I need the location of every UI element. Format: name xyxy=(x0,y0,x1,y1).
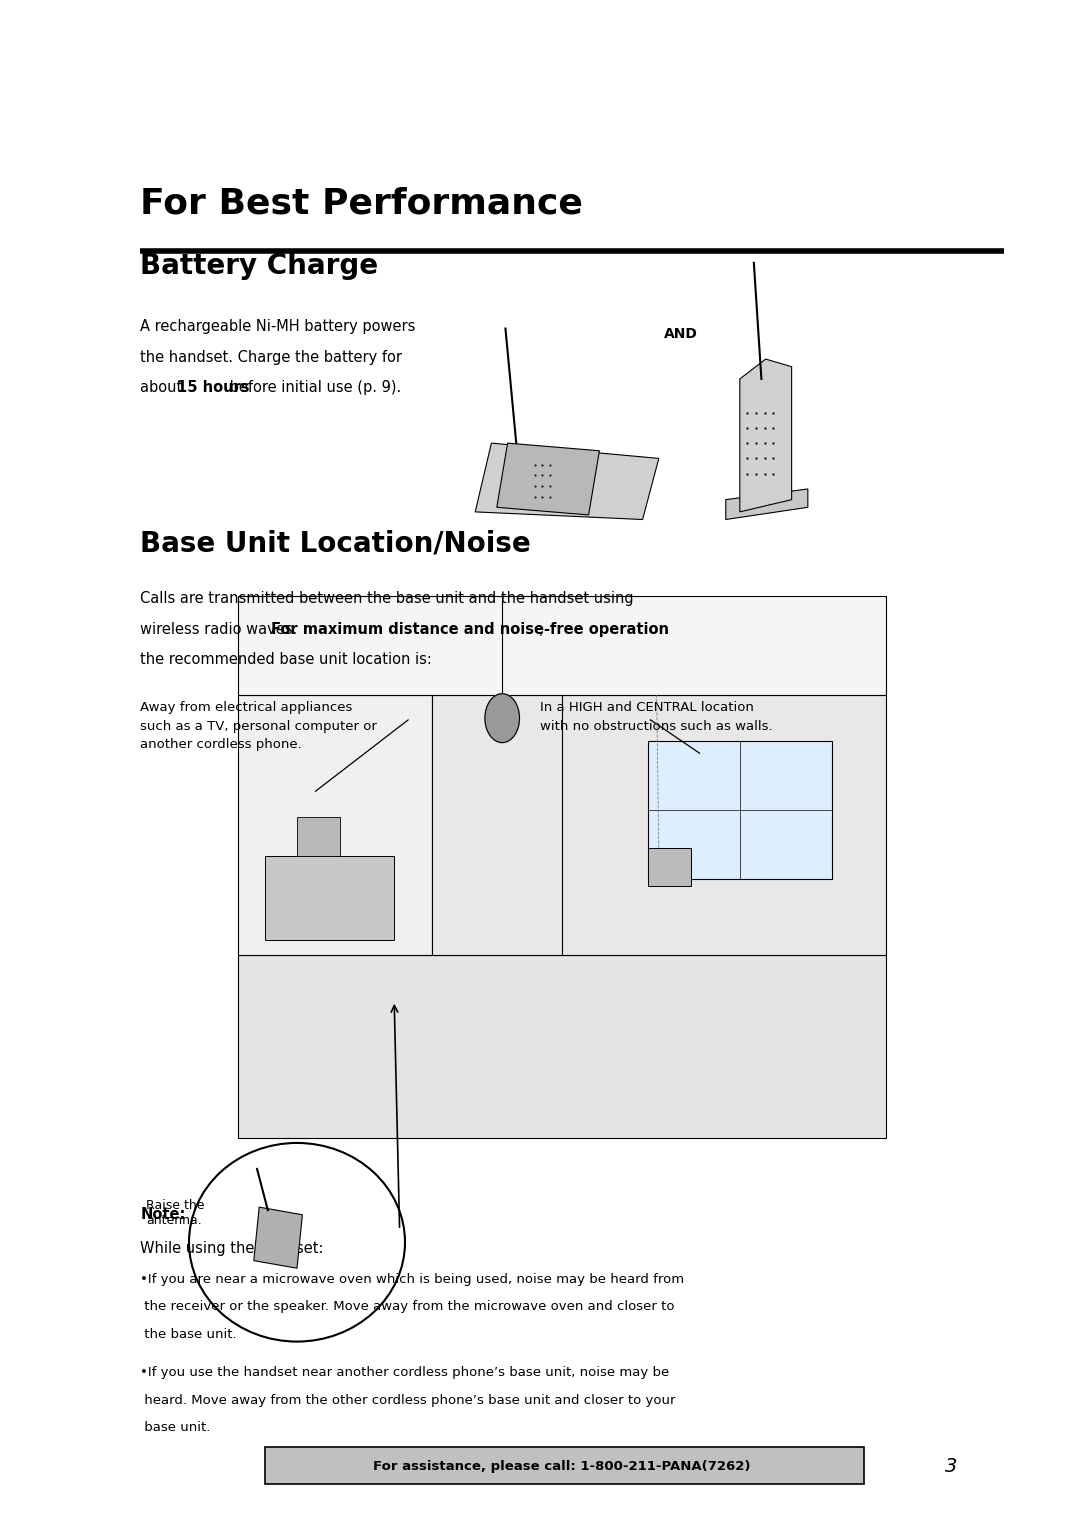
Text: •If you are near a microwave oven which is being used, noise may be heard from: •If you are near a microwave oven which … xyxy=(140,1273,685,1287)
Text: the handset. Charge the battery for: the handset. Charge the battery for xyxy=(140,350,403,365)
Text: before initial use (p. 9).: before initial use (p. 9). xyxy=(225,380,402,396)
Text: the base unit.: the base unit. xyxy=(140,1328,237,1342)
Text: the receiver or the speaker. Move away from the microwave oven and closer to: the receiver or the speaker. Move away f… xyxy=(140,1300,675,1314)
Text: A rechargeable Ni-MH battery powers: A rechargeable Ni-MH battery powers xyxy=(140,319,416,335)
Text: 15 hours: 15 hours xyxy=(177,380,249,396)
Text: 3: 3 xyxy=(945,1458,957,1476)
Text: Base Unit Location/Noise: Base Unit Location/Noise xyxy=(140,530,531,558)
Polygon shape xyxy=(475,443,659,520)
Polygon shape xyxy=(497,443,599,515)
Text: In a HIGH and CENTRAL location
with no obstructions such as walls.: In a HIGH and CENTRAL location with no o… xyxy=(540,701,772,733)
Text: Raise the
antenna.: Raise the antenna. xyxy=(146,1199,204,1227)
Text: Note:: Note: xyxy=(140,1207,186,1222)
Polygon shape xyxy=(648,741,832,879)
Text: wireless radio waves.: wireless radio waves. xyxy=(140,622,302,637)
Polygon shape xyxy=(432,695,886,955)
Text: For assistance, please call: 1-800-211-PANA(7262): For assistance, please call: 1-800-211-P… xyxy=(373,1461,751,1473)
Polygon shape xyxy=(238,596,886,695)
Text: Battery Charge: Battery Charge xyxy=(140,252,378,280)
Polygon shape xyxy=(238,695,432,955)
Text: Away from electrical appliances
such as a TV, personal computer or
another cordl: Away from electrical appliances such as … xyxy=(140,701,377,752)
Text: Calls are transmitted between the base unit and the handset using: Calls are transmitted between the base u… xyxy=(140,591,634,607)
Polygon shape xyxy=(297,817,340,856)
Polygon shape xyxy=(740,359,792,512)
Text: For maximum distance and noise-free operation: For maximum distance and noise-free oper… xyxy=(271,622,670,637)
Text: While using the handset:: While using the handset: xyxy=(140,1241,324,1256)
Polygon shape xyxy=(648,848,691,886)
Text: AND: AND xyxy=(664,327,698,341)
Text: about: about xyxy=(140,380,187,396)
Text: the recommended base unit location is:: the recommended base unit location is: xyxy=(140,652,432,668)
Text: •If you use the handset near another cordless phone’s base unit, noise may be: •If you use the handset near another cor… xyxy=(140,1366,670,1380)
Circle shape xyxy=(485,694,519,743)
FancyBboxPatch shape xyxy=(265,1447,864,1484)
Text: base unit.: base unit. xyxy=(140,1421,211,1435)
Text: ,: , xyxy=(538,622,543,637)
Polygon shape xyxy=(265,856,394,940)
Text: For Best Performance: For Best Performance xyxy=(140,186,583,220)
Polygon shape xyxy=(238,955,886,1138)
Polygon shape xyxy=(726,489,808,520)
Text: heard. Move away from the other cordless phone’s base unit and closer to your: heard. Move away from the other cordless… xyxy=(140,1394,676,1407)
Polygon shape xyxy=(254,1207,302,1268)
